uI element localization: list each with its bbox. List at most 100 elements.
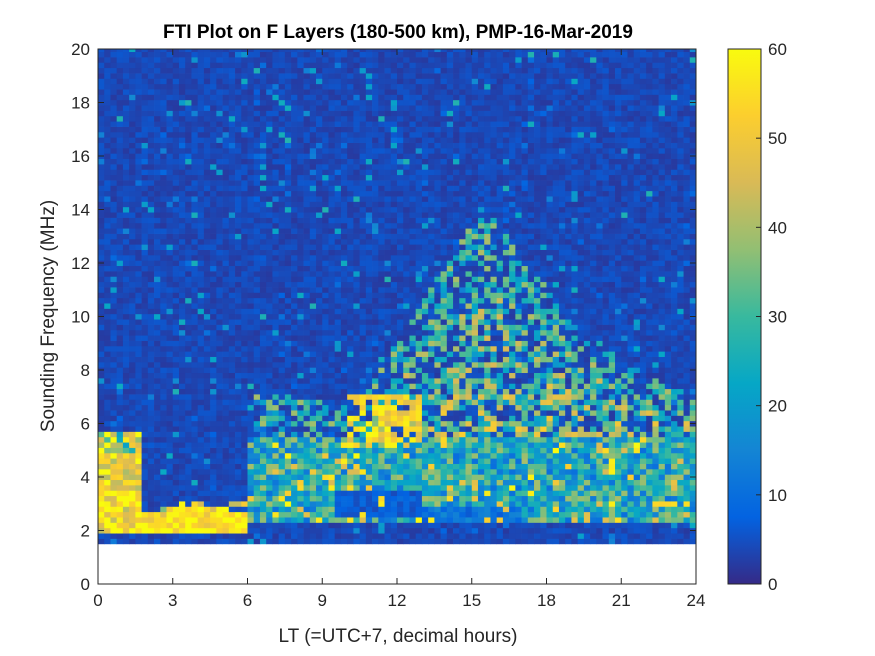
- heatmap-cell: [284, 517, 292, 523]
- heatmap-cell: [359, 474, 367, 481]
- heatmap-cell: [154, 147, 161, 154]
- heatmap-cell: [247, 383, 255, 390]
- heatmap-cell: [403, 212, 410, 218]
- heatmap-cell: [340, 420, 348, 427]
- heatmap-cell: [278, 62, 286, 69]
- heatmap-cell: [390, 506, 398, 513]
- heatmap-cell: [116, 511, 124, 518]
- heatmap-cell: [160, 420, 167, 427]
- heatmap-cell: [378, 447, 385, 454]
- heatmap-cell: [172, 99, 180, 106]
- heatmap-cell: [247, 222, 255, 229]
- heatmap-cell: [110, 511, 118, 518]
- heatmap-cell: [129, 51, 136, 58]
- heatmap-cell: [129, 517, 136, 523]
- heatmap-cell: [390, 313, 398, 320]
- heatmap-cell: [421, 303, 429, 309]
- heatmap-cell: [160, 260, 167, 267]
- heatmap-cell: [216, 367, 223, 374]
- heatmap-cell: [372, 533, 379, 539]
- heatmap-cell: [185, 217, 192, 224]
- heatmap-cell: [147, 249, 155, 256]
- heatmap-cell: [316, 415, 323, 422]
- heatmap-cell: [397, 474, 404, 481]
- heatmap-cell: [328, 356, 336, 363]
- heatmap-cell: [104, 410, 111, 416]
- heatmap-cell: [297, 271, 304, 277]
- heatmap-cell: [316, 463, 323, 470]
- heatmap-cell: [340, 517, 348, 523]
- heatmap-cell: [135, 228, 142, 234]
- heatmap-cell: [334, 180, 342, 186]
- heatmap-cell: [197, 244, 205, 250]
- heatmap-cell: [160, 474, 167, 481]
- heatmap-cell: [409, 458, 417, 464]
- heatmap-cell: [403, 415, 410, 422]
- heatmap-cell: [191, 527, 199, 534]
- heatmap-cell: [353, 233, 360, 240]
- heatmap-cell: [104, 495, 111, 502]
- heatmap-cell: [309, 452, 317, 459]
- heatmap-cell: [135, 265, 142, 272]
- heatmap-cell: [278, 442, 286, 448]
- heatmap-cell: [135, 313, 142, 320]
- heatmap-cell: [160, 356, 167, 363]
- heatmap-cell: [415, 351, 423, 357]
- heatmap-cell: [278, 281, 286, 288]
- heatmap-cell: [129, 495, 136, 502]
- heatmap-cell: [154, 271, 161, 277]
- heatmap-cell: [135, 383, 142, 390]
- heatmap-cell: [272, 308, 279, 315]
- heatmap-cell: [197, 458, 205, 464]
- heatmap-cell: [241, 196, 248, 202]
- heatmap-cell: [191, 196, 199, 202]
- heatmap-cell: [141, 372, 149, 379]
- heatmap-cell: [278, 249, 286, 256]
- heatmap-cell: [297, 190, 304, 197]
- heatmap-cell: [378, 356, 385, 363]
- heatmap-cell: [116, 485, 124, 491]
- heatmap-cell: [415, 313, 423, 320]
- heatmap-cell: [141, 324, 149, 331]
- heatmap-cell: [372, 83, 379, 90]
- heatmap-cell: [421, 447, 429, 454]
- heatmap-cell: [116, 190, 124, 197]
- heatmap-cell: [272, 367, 279, 374]
- heatmap-cell: [116, 474, 124, 481]
- heatmap-cell: [372, 319, 379, 325]
- heatmap-cell: [104, 137, 111, 143]
- heatmap-cell: [191, 415, 199, 422]
- heatmap-cell: [384, 244, 392, 250]
- heatmap-cell: [266, 527, 273, 534]
- heatmap-cell: [197, 110, 205, 117]
- heatmap-cell: [347, 115, 354, 122]
- heatmap-cell: [216, 303, 223, 309]
- heatmap-cell: [421, 452, 429, 459]
- heatmap-cell: [421, 62, 429, 69]
- heatmap-cell: [309, 254, 317, 261]
- heatmap-cell: [303, 485, 311, 491]
- heatmap-cell: [197, 297, 205, 304]
- heatmap-cell: [272, 201, 279, 208]
- heatmap-cell: [116, 164, 124, 170]
- heatmap-cell: [421, 522, 429, 529]
- heatmap-cell: [154, 238, 161, 245]
- heatmap-cell: [397, 212, 404, 218]
- heatmap-cell: [110, 383, 118, 390]
- heatmap-cell: [110, 169, 118, 176]
- heatmap-cell: [135, 126, 142, 133]
- heatmap-cell: [415, 276, 423, 283]
- heatmap-cell: [210, 228, 217, 234]
- heatmap-cell: [284, 153, 292, 160]
- heatmap-cell: [141, 361, 149, 368]
- heatmap-cell: [365, 287, 373, 293]
- heatmap-cell: [365, 351, 373, 357]
- heatmap-cell: [166, 356, 174, 363]
- heatmap-cell: [247, 378, 255, 384]
- heatmap-cell: [104, 313, 111, 320]
- heatmap-cell: [129, 383, 136, 390]
- heatmap-cell: [216, 99, 223, 106]
- heatmap-cell: [116, 121, 124, 127]
- heatmap-cell: [378, 147, 385, 154]
- heatmap-cell: [272, 490, 279, 497]
